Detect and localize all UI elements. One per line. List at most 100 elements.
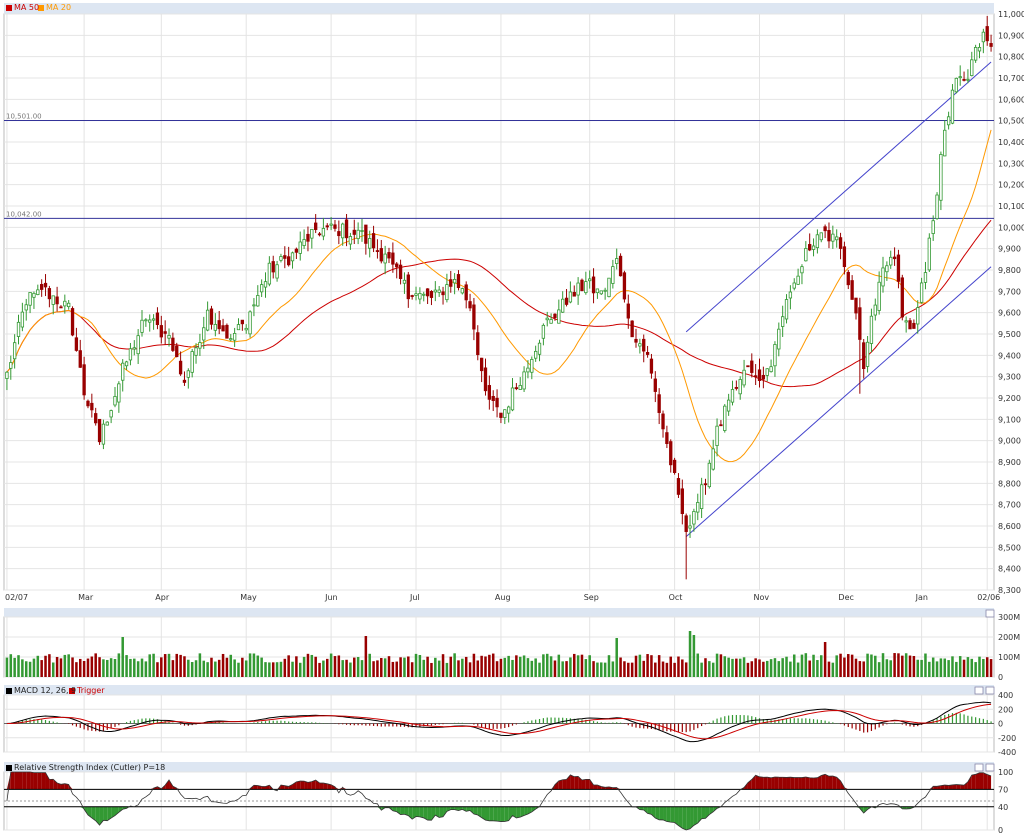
- volume-bar: [978, 656, 981, 677]
- candle-body: [163, 331, 167, 334]
- volume-bar: [607, 655, 611, 677]
- candle-body: [294, 248, 299, 253]
- volume-bar: [866, 653, 869, 677]
- rsi-oversold-area: [643, 806, 648, 814]
- rsi-overbought-area: [18, 772, 23, 790]
- candle-body: [259, 284, 264, 293]
- macd-histogram-bar: [98, 723, 101, 732]
- candle-body: [784, 299, 789, 320]
- candle-body: [769, 366, 773, 373]
- volume-bar: [654, 662, 657, 677]
- macd-histogram-bar: [361, 723, 363, 726]
- candle-body: [74, 337, 79, 351]
- rsi-oversold-area: [647, 806, 652, 815]
- volume-bar: [13, 657, 16, 677]
- volume-bar: [345, 659, 348, 677]
- volume-bar: [904, 653, 908, 677]
- rsi-overbought-area: [49, 779, 54, 790]
- volume-bar: [792, 654, 796, 677]
- macd-ytick-label: -400: [998, 748, 1016, 757]
- macd-histogram-bar: [708, 722, 710, 724]
- volume-bar: [449, 656, 453, 677]
- candle-body: [395, 263, 399, 268]
- candle-body: [753, 375, 758, 378]
- volume-bar: [943, 658, 947, 677]
- candle-body: [356, 229, 360, 240]
- volume-bar: [179, 654, 182, 677]
- rsi-oversold-area: [674, 806, 679, 826]
- rsi-overbought-area: [794, 777, 799, 790]
- candle-body: [506, 406, 511, 414]
- candle-body: [310, 228, 314, 239]
- volume-bar: [410, 662, 414, 677]
- candle-body: [263, 281, 268, 288]
- volume-bar: [241, 657, 244, 677]
- rsi-overbought-area: [169, 780, 173, 790]
- volume-bar: [684, 662, 688, 677]
- macd-histogram-bar: [955, 712, 957, 724]
- macd-histogram-bar: [631, 723, 633, 727]
- volume-bar: [545, 653, 549, 677]
- candle-body: [777, 328, 781, 350]
- macd-ytick-label: 400: [998, 691, 1013, 700]
- candle-body: [858, 307, 862, 340]
- volume-bar: [820, 655, 823, 677]
- volume-bar: [746, 662, 750, 677]
- volume-bar: [569, 657, 572, 677]
- candle-body: [761, 374, 766, 380]
- rsi-oversold-area: [655, 806, 660, 820]
- macd-histogram-bar: [612, 722, 614, 724]
- candle-body: [661, 413, 665, 430]
- candle-body: [240, 319, 245, 325]
- macd-histogram-bar: [747, 715, 749, 724]
- macd-histogram-bar: [778, 719, 780, 724]
- candle-body: [483, 367, 488, 392]
- volume-bar: [341, 660, 344, 677]
- volume-bar: [237, 662, 240, 677]
- volume-bar: [117, 653, 121, 677]
- macd-histogram-bar: [496, 723, 498, 729]
- candle-body: [781, 316, 785, 327]
- volume-bar: [271, 662, 275, 677]
- volume-bar: [696, 653, 700, 677]
- candle-body: [306, 233, 310, 242]
- candle-body: [730, 389, 735, 403]
- volume-bar: [731, 658, 734, 677]
- rsi-oversold-area: [95, 806, 100, 826]
- macd-histogram-bar: [423, 723, 425, 727]
- x-tick-label: May: [240, 593, 257, 602]
- candle-body: [329, 223, 333, 226]
- macd-histogram-bar: [349, 723, 352, 726]
- macd-histogram-bar: [527, 721, 529, 724]
- volume-bar: [735, 658, 738, 677]
- macd-swatch: [6, 688, 12, 694]
- candle-body: [916, 307, 920, 325]
- candle-body: [800, 266, 804, 274]
- macd-histogram-bar: [511, 723, 514, 726]
- candle-body: [333, 224, 337, 229]
- volume-bar: [28, 661, 32, 677]
- volume-bar: [445, 662, 449, 677]
- price-ytick-label: 8,900: [998, 458, 1021, 467]
- price-ytick-label: 10,600: [998, 95, 1024, 104]
- candle-body: [900, 277, 904, 318]
- candle-body: [815, 234, 820, 249]
- volume-bar: [928, 661, 931, 677]
- macd-histogram-bar: [52, 721, 54, 724]
- macd-histogram-bar: [75, 723, 77, 727]
- volume-bar: [214, 661, 217, 677]
- volume-bar: [966, 657, 970, 677]
- volume-bar: [796, 662, 800, 677]
- rsi-oversold-area: [485, 806, 490, 821]
- candle-body: [649, 358, 654, 374]
- volume-bar: [862, 661, 865, 677]
- macd-histogram-bar: [948, 713, 950, 724]
- rsi-overbought-area: [940, 785, 945, 790]
- candle-body: [684, 515, 688, 532]
- candle-body: [835, 236, 839, 241]
- macd-histogram-bar: [909, 723, 911, 727]
- panel-control-icon: [985, 609, 995, 618]
- rsi-overbought-area: [767, 777, 772, 790]
- legend-ma50-swatch: [6, 5, 12, 11]
- candle-body: [36, 289, 40, 295]
